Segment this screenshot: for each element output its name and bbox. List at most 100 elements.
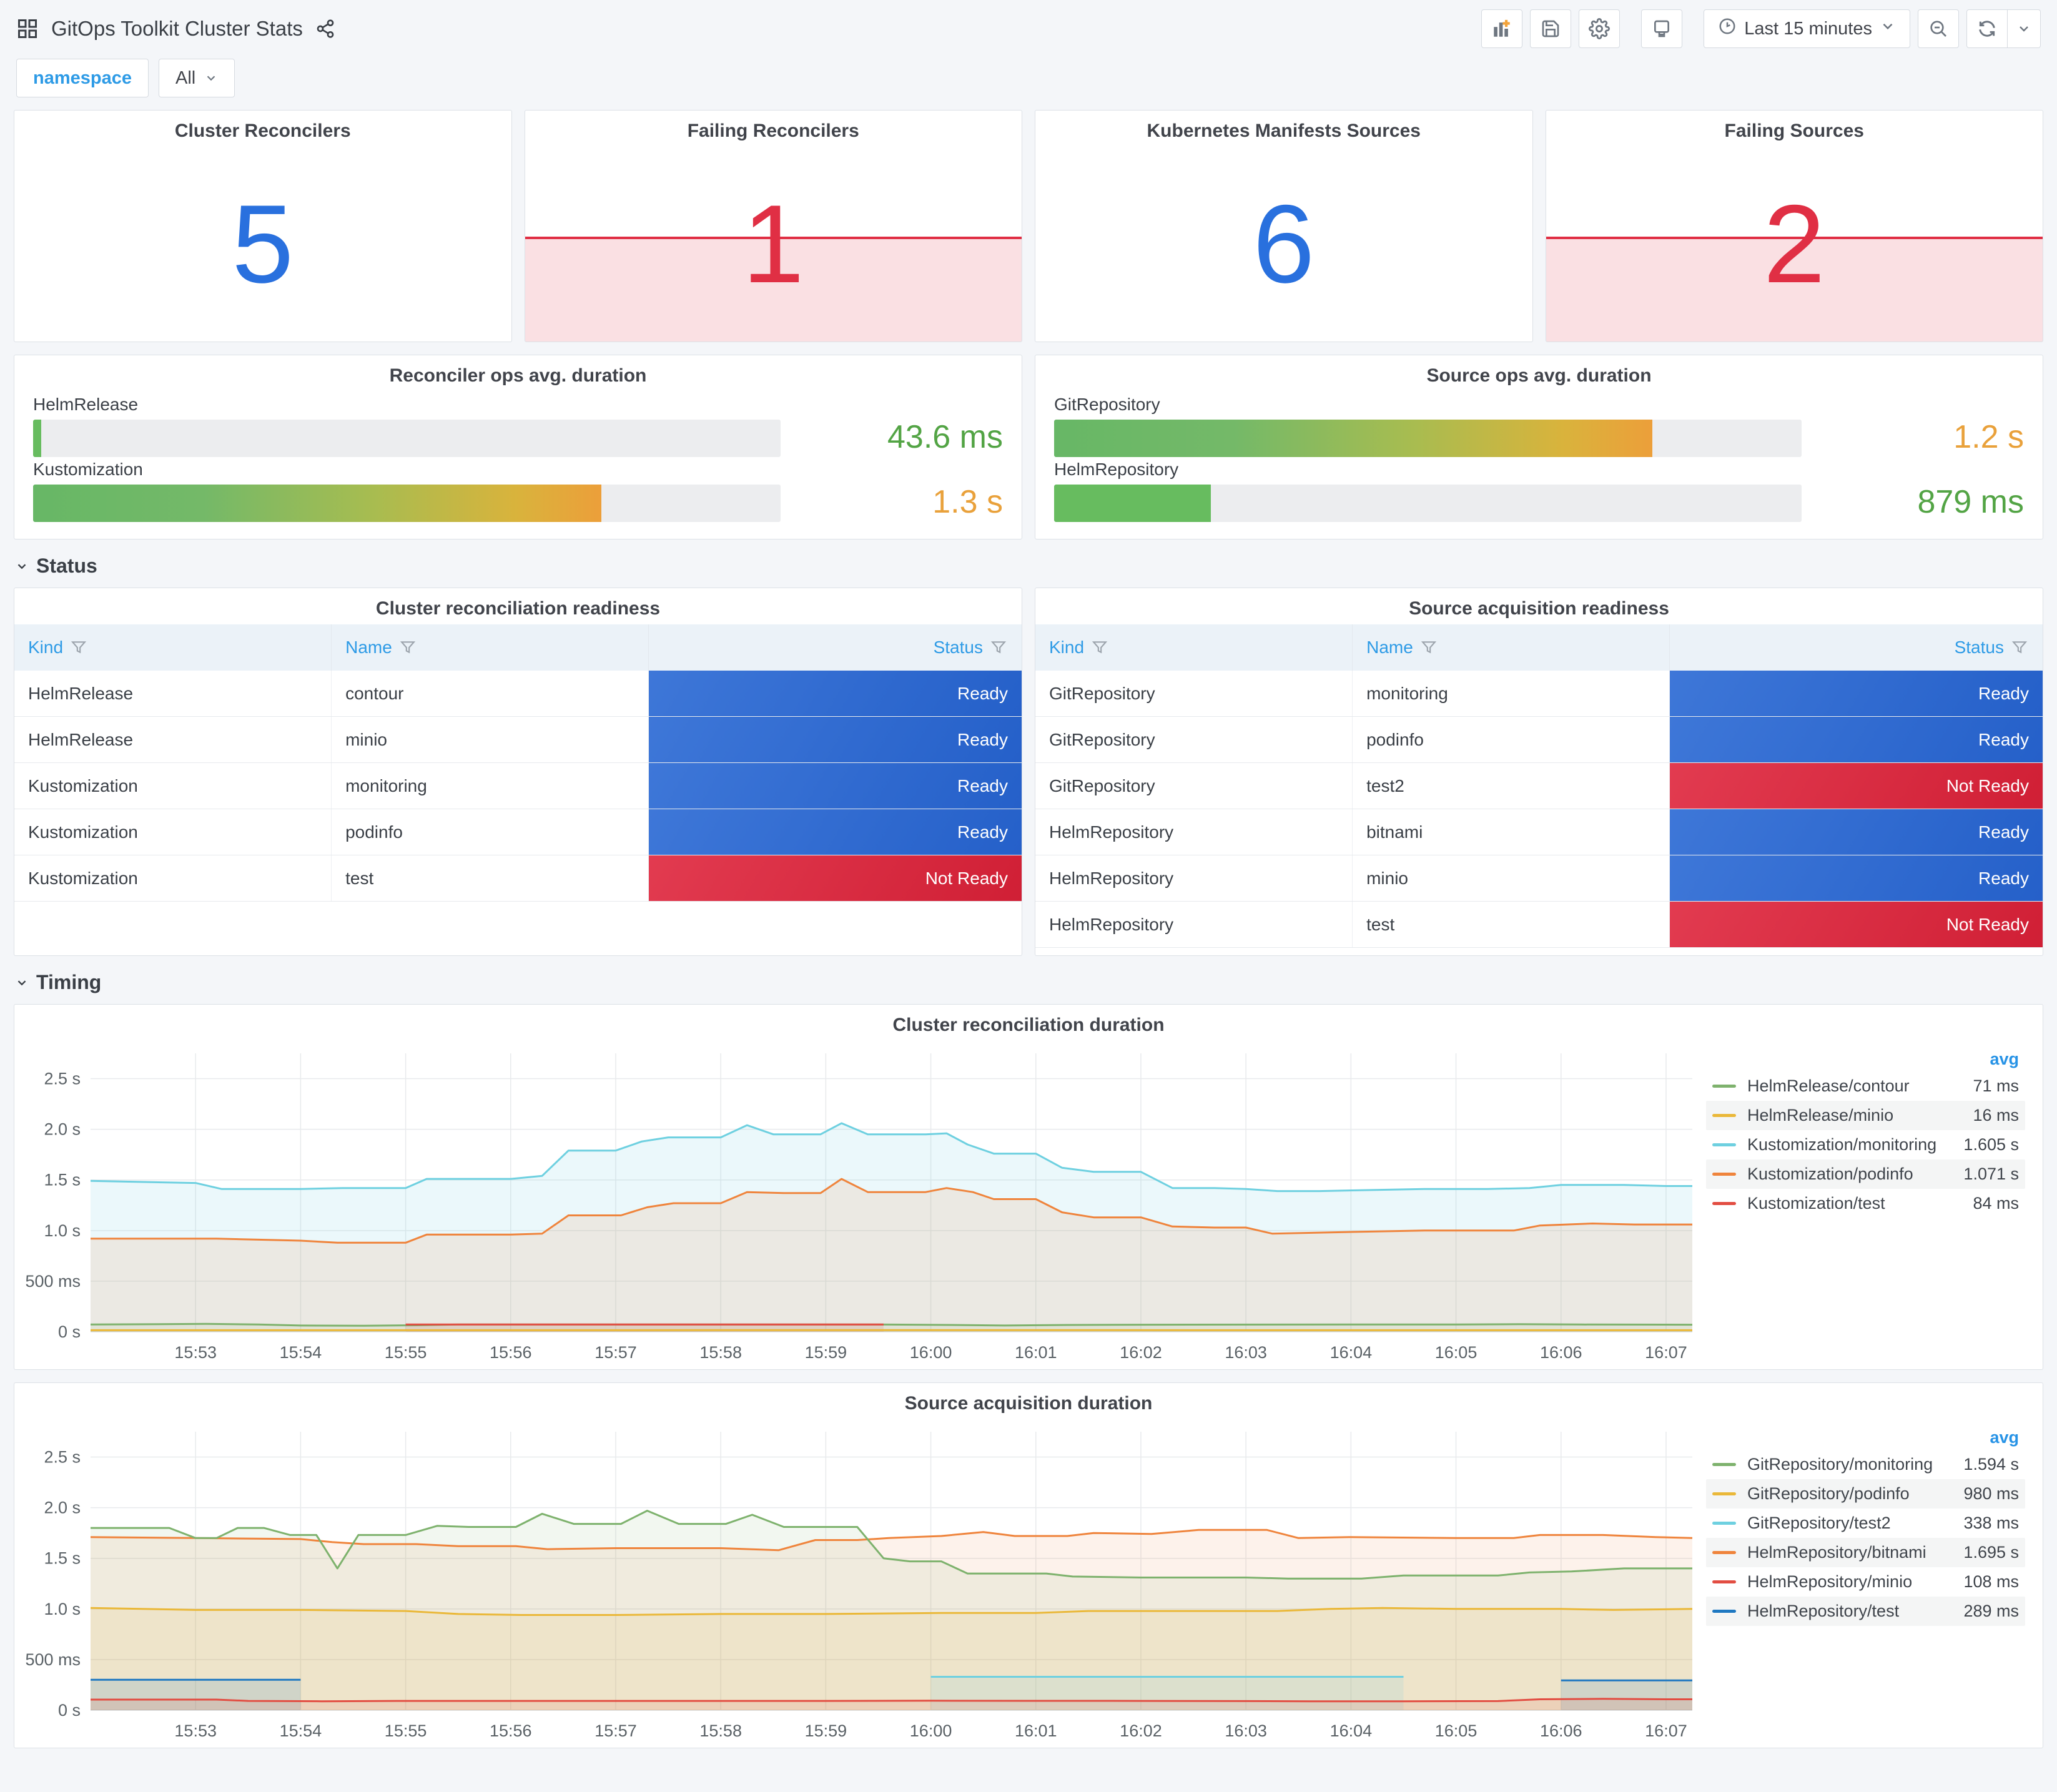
x-axis-tick-label: 16:01 (1015, 1343, 1057, 1362)
table-row: HelmRelease minio Ready (14, 717, 1022, 763)
legend-item-HelmRepository/minio[interactable]: HelmRepository/minio 108 ms (1706, 1567, 2025, 1597)
timeseries-plot[interactable]: 0 s 500 ms 1.0 s 1.5 s 2.0 s 2.5 s 15:53 15:54 1… (14, 1419, 1702, 1748)
panel-title[interactable]: Cluster reconciliation duration (892, 1015, 1165, 1035)
gauge-row: GitRepository 1.2 s (1054, 395, 2024, 458)
panel-title[interactable]: Source acquisition duration (904, 1393, 1153, 1414)
refresh-button[interactable] (1966, 9, 2008, 48)
series-name: HelmRelease/contour (1747, 1076, 1910, 1095)
panel-title[interactable]: Source ops avg. duration (1426, 365, 1652, 386)
cell-kind: HelmRepository (1035, 902, 1353, 947)
share-icon[interactable] (315, 19, 335, 39)
stat-value: 6 (1253, 182, 1315, 306)
x-axis-tick-label: 15:54 (280, 1721, 322, 1740)
legend-avg-header[interactable]: avg (1990, 1050, 2019, 1068)
series-color-dash (1712, 1173, 1736, 1176)
column-header-label: Kind (28, 638, 64, 657)
column-header-name[interactable]: Name (332, 624, 649, 671)
panel-cluster-reconciliation-duration: Cluster reconciliation duration 0 s 500 m… (14, 1004, 2043, 1370)
filter-funnel-icon[interactable] (1092, 639, 1108, 656)
dashboards-grid-icon[interactable] (16, 17, 39, 40)
x-axis-tick-label: 16:05 (1435, 1343, 1477, 1362)
x-axis-tick-label: 16:03 (1225, 1343, 1267, 1362)
series-name: Kustomization/test (1747, 1194, 1885, 1213)
namespace-filter-label[interactable]: namespace (16, 59, 149, 97)
section-status-label: Status (36, 554, 97, 577)
legend-item-HelmRelease/minio[interactable]: HelmRelease/minio 16 ms (1706, 1101, 2025, 1130)
table-panel: Cluster reconciliation readiness Kind Name… (14, 588, 1022, 956)
panel-title[interactable]: Kubernetes Manifests Sources (1147, 121, 1421, 141)
x-axis-tick-label: 16:03 (1225, 1721, 1267, 1740)
legend-item-GitRepository/monitoring[interactable]: GitRepository/monitoring 1.594 s (1706, 1450, 2025, 1479)
legend-item-HelmRepository/test[interactable]: HelmRepository/test 289 ms (1706, 1597, 2025, 1626)
panel-title[interactable]: Cluster Reconcilers (174, 121, 351, 141)
legend-avg-header[interactable]: avg (1990, 1428, 2019, 1447)
legend-item-Kustomization/monitoring[interactable]: Kustomization/monitoring 1.605 s (1706, 1130, 2025, 1159)
tv-mode-button[interactable] (1641, 9, 1683, 48)
column-header-kind[interactable]: Kind (1035, 624, 1353, 671)
bar-gauge-panel: Source ops avg. duration GitRepository 1.2… (1035, 355, 2043, 539)
series-color-dash (1712, 1580, 1736, 1583)
panel-title[interactable]: Failing Sources (1724, 121, 1864, 141)
timeseries-plot[interactable]: 0 s 500 ms 1.0 s 1.5 s 2.0 s 2.5 s 15:53 15:54 1… (14, 1041, 1702, 1369)
section-timing-label: Timing (36, 971, 102, 993)
zoom-out-button[interactable] (1918, 9, 1959, 48)
series-avg-value: 289 ms (1963, 1602, 2019, 1620)
x-axis-tick-label: 15:55 (385, 1343, 427, 1362)
cell-name: podinfo (332, 809, 649, 855)
stat-panel: Kubernetes Manifests Sources 6 (1035, 110, 1533, 342)
column-header-label: Status (1954, 638, 2004, 657)
table-header-row: Kind Name Status (1035, 624, 2043, 671)
table-panel: Source acquisition readiness Kind Name Stat… (1035, 588, 2043, 956)
save-dashboard-button[interactable] (1530, 9, 1572, 48)
gauge-label: HelmRepository (1054, 459, 1179, 479)
dashboard-settings-button[interactable] (1579, 9, 1620, 48)
series-name: GitRepository/podinfo (1747, 1484, 1910, 1503)
time-range-picker[interactable]: Last 15 minutes (1704, 9, 1910, 48)
legend-item-GitRepository/podinfo[interactable]: GitRepository/podinfo 980 ms (1706, 1479, 2025, 1509)
x-axis-tick-label: 16:02 (1120, 1343, 1162, 1362)
filter-funnel-icon[interactable] (71, 639, 87, 656)
section-timing[interactable]: Timing (15, 971, 2042, 994)
column-header-name[interactable]: Name (1353, 624, 1670, 671)
cell-kind: GitRepository (1035, 717, 1353, 762)
panel-title[interactable]: Cluster reconciliation readiness (375, 598, 661, 619)
legend-item-HelmRepository/bitnami[interactable]: HelmRepository/bitnami 1.695 s (1706, 1538, 2025, 1567)
cell-name: test2 (1353, 763, 1670, 809)
column-header-status[interactable]: Status (649, 624, 1022, 671)
y-axis-tick-label: 2.0 s (44, 1120, 81, 1139)
column-header-status[interactable]: Status (1670, 624, 2043, 671)
alert-threshold-fill (1546, 236, 2043, 342)
panel-title[interactable]: Failing Reconcilers (687, 121, 859, 141)
cell-name: contour (332, 671, 649, 716)
filter-funnel-icon[interactable] (1421, 639, 1437, 656)
panel-title[interactable]: Reconciler ops avg. duration (389, 365, 647, 386)
add-panel-button[interactable] (1481, 9, 1523, 48)
x-axis-tick-label: 16:04 (1330, 1343, 1373, 1362)
y-axis-tick-label: 2.5 s (44, 1448, 81, 1467)
filter-funnel-icon[interactable] (400, 639, 416, 656)
series-line-HelmRelease/contour (90, 1322, 1693, 1327)
filter-funnel-icon[interactable] (990, 639, 1007, 656)
series-avg-value: 980 ms (1963, 1484, 2019, 1503)
panel-title[interactable]: Source acquisition readiness (1409, 598, 1669, 619)
filter-funnel-icon[interactable] (2011, 639, 2028, 656)
page-title: GitOps Toolkit Cluster Stats (51, 17, 303, 40)
series-avg-value: 84 ms (1973, 1194, 2019, 1213)
gauge-track (1054, 420, 1802, 458)
gauge-value: 1.3 s (932, 483, 1003, 520)
legend-item-Kustomization/podinfo[interactable]: Kustomization/podinfo 1.071 s (1706, 1159, 2025, 1189)
section-status[interactable]: Status (15, 554, 2042, 578)
legend-item-GitRepository/test2[interactable]: GitRepository/test2 338 ms (1706, 1509, 2025, 1538)
series-avg-value: 1.605 s (1963, 1135, 2019, 1154)
chart-legend: avg GitRepository/monitoring 1.594 s GitRep… (1702, 1419, 2043, 1748)
namespace-filter-value[interactable]: All (159, 59, 235, 97)
series-name: HelmRepository/bitnami (1747, 1543, 1926, 1562)
legend-item-Kustomization/test[interactable]: Kustomization/test 84 ms (1706, 1189, 2025, 1218)
refresh-interval-caret-button[interactable] (2008, 9, 2041, 48)
table-row: HelmRepository bitnami Ready (1035, 809, 2043, 855)
x-axis-tick-label: 15:56 (490, 1343, 532, 1362)
column-header-kind[interactable]: Kind (14, 624, 332, 671)
cell-kind: Kustomization (14, 809, 332, 855)
dashboard-toolbar: Last 15 minutes (1481, 9, 2041, 48)
legend-item-HelmRelease/contour[interactable]: HelmRelease/contour 71 ms (1706, 1071, 2025, 1101)
